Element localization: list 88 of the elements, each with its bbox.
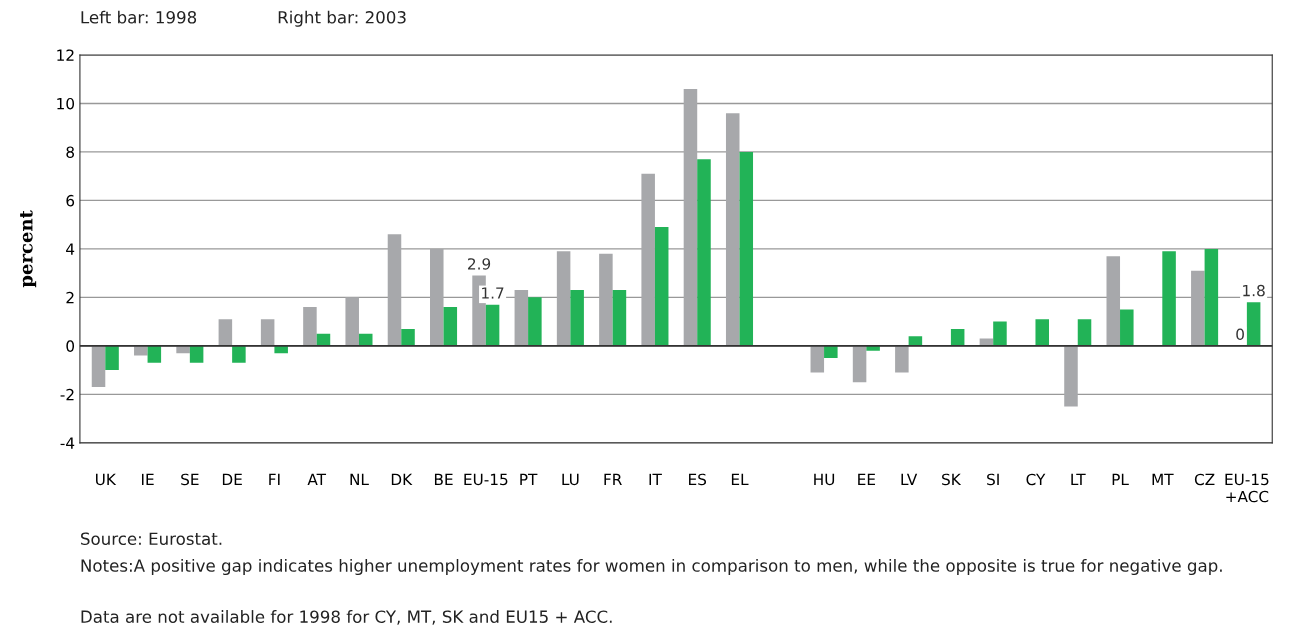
bar bbox=[1064, 345, 1078, 407]
x-tick-label: SK bbox=[942, 473, 962, 486]
x-tick-label: DK bbox=[391, 473, 413, 485]
data-label: 0 bbox=[1236, 328, 1244, 340]
x-tick-label: UK bbox=[96, 473, 117, 486]
bar bbox=[950, 328, 965, 346]
bar bbox=[218, 319, 233, 346]
bar bbox=[824, 345, 838, 358]
y-tick-label: 2 bbox=[66, 291, 74, 304]
x-tick-label: LV bbox=[901, 473, 918, 485]
x-tick-label: FI bbox=[269, 473, 280, 485]
bar bbox=[810, 345, 825, 373]
bar bbox=[556, 251, 571, 346]
x-tick-label: PT bbox=[520, 473, 538, 485]
bar bbox=[91, 345, 106, 388]
x-tick-label: EE bbox=[858, 473, 876, 485]
bar bbox=[697, 159, 711, 346]
x-tick-label: LU bbox=[562, 473, 579, 486]
bar bbox=[725, 113, 740, 346]
x-tick-label: FR bbox=[604, 473, 622, 485]
x-tick-label: AT bbox=[307, 473, 327, 485]
bar bbox=[430, 248, 444, 346]
bar bbox=[232, 345, 246, 363]
x-tick-label: PL bbox=[1112, 473, 1129, 485]
text: Left bar: 1998 bbox=[81, 10, 197, 24]
bar bbox=[641, 173, 655, 346]
x-tick-label: EU-15 bbox=[464, 473, 508, 486]
bar bbox=[1077, 319, 1092, 346]
y-axis-title: percent bbox=[20, 210, 37, 288]
bar bbox=[1191, 270, 1205, 346]
y-tick-label: 10 bbox=[57, 97, 75, 110]
bar bbox=[1204, 248, 1219, 346]
text: Notes:A positive gap indicates higher unemployment rates for women in comparison to men, while the opposite is true for negative gap. bbox=[81, 558, 1222, 576]
bar bbox=[1246, 302, 1261, 346]
data-label: 2.9 bbox=[468, 258, 491, 270]
bar bbox=[134, 345, 148, 356]
x-tick-label: HU bbox=[814, 473, 835, 486]
x-tick-label: CY bbox=[1026, 473, 1046, 486]
bar bbox=[654, 227, 669, 346]
bar bbox=[1106, 256, 1121, 346]
bar bbox=[105, 345, 119, 371]
y-tick-label: 4 bbox=[66, 243, 75, 255]
x-tick-label: DE bbox=[222, 473, 242, 485]
source-note: Source: Eurostat. bbox=[81, 532, 222, 546]
x-tick-label: EL bbox=[731, 473, 749, 485]
bar bbox=[443, 307, 458, 346]
bar bbox=[528, 297, 542, 346]
bar bbox=[739, 151, 754, 346]
x-tick-label: CZ bbox=[1194, 473, 1215, 486]
x-tick-label: EU-15 +ACC bbox=[1225, 473, 1269, 503]
bar bbox=[1162, 251, 1176, 346]
bar bbox=[895, 345, 909, 373]
bar bbox=[599, 253, 613, 346]
bar bbox=[147, 345, 162, 363]
x-tick-label: MT bbox=[1152, 473, 1174, 485]
text: Right bar: 2003 bbox=[278, 10, 406, 27]
bar bbox=[1120, 309, 1134, 346]
x-tick-label: SI bbox=[987, 473, 999, 486]
y-tick-label: -2 bbox=[60, 388, 74, 401]
x-tick-label: ES bbox=[689, 473, 707, 486]
x-tick-label: LT bbox=[1071, 473, 1086, 485]
bar bbox=[1035, 319, 1049, 346]
text: Data are not available for 1998 for CY, MT, SK and EU15 + ACC. bbox=[81, 610, 612, 625]
bar bbox=[514, 290, 529, 346]
x-tick-label: IE bbox=[141, 473, 154, 485]
x-tick-label: BE bbox=[434, 473, 453, 485]
y-tick-label: 8 bbox=[66, 146, 75, 158]
data-label: 1.8 bbox=[1243, 284, 1265, 297]
bar bbox=[401, 328, 415, 346]
bar bbox=[852, 345, 867, 383]
data-label: 1.7 bbox=[482, 287, 504, 299]
bar bbox=[993, 321, 1007, 346]
bar bbox=[189, 345, 204, 363]
bar bbox=[683, 88, 698, 346]
x-tick-label: SE bbox=[181, 473, 199, 486]
bar bbox=[387, 234, 402, 346]
bar bbox=[345, 297, 359, 346]
bar bbox=[260, 319, 275, 346]
y-tick-label: -4 bbox=[60, 437, 75, 449]
bar bbox=[570, 290, 584, 346]
x-tick-label: IT bbox=[649, 473, 662, 485]
y-tick-label: 6 bbox=[66, 194, 75, 207]
bar bbox=[303, 307, 317, 346]
x-tick-label: NL bbox=[350, 473, 369, 485]
bar bbox=[612, 290, 627, 346]
y-tick-label: 0 bbox=[66, 340, 75, 352]
bar bbox=[358, 333, 373, 346]
y-tick-label: 12 bbox=[57, 49, 74, 61]
